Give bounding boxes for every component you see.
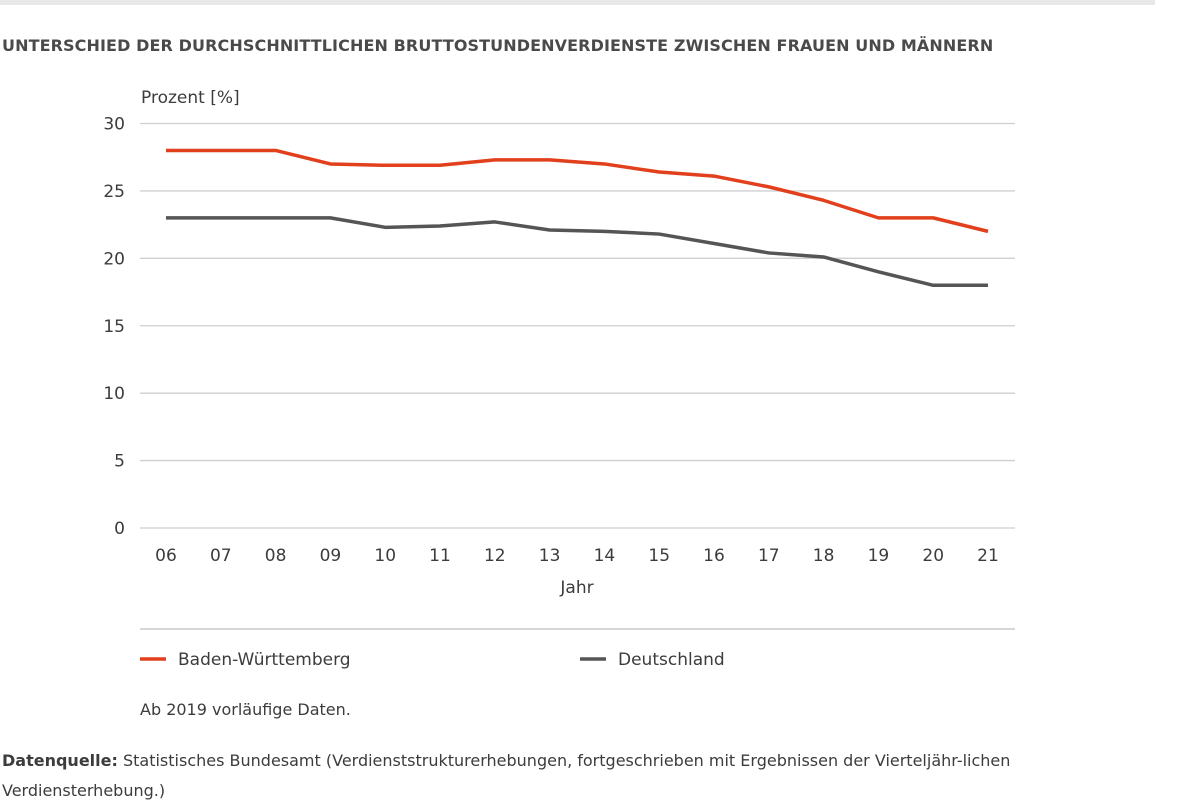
y-tick-label: 25 [103, 182, 125, 202]
series-line-deutschland [166, 218, 988, 285]
y-tick-label: 5 [114, 452, 125, 472]
x-tick-label: 09 [320, 546, 342, 566]
x-tick-label: 16 [703, 546, 725, 566]
x-tick-label: 06 [155, 546, 177, 566]
x-tick-label: 20 [922, 546, 944, 566]
x-tick-label: 18 [813, 546, 835, 566]
x-tick-label: 07 [210, 546, 232, 566]
x-tick-label: 19 [868, 546, 890, 566]
x-tick-label: 15 [648, 546, 670, 566]
x-tick-label: 10 [374, 546, 396, 566]
y-tick-label: 20 [103, 249, 125, 269]
legend-label: Deutschland [618, 650, 725, 670]
y-tick-label: 30 [103, 115, 125, 135]
x-tick-label: 08 [265, 546, 287, 566]
x-tick-label: 14 [594, 546, 616, 566]
source-note: Datenquelle: Statistisches Bundesamt (Ve… [2, 746, 1152, 806]
source-text: Statistisches Bundesamt (Verdienststrukt… [2, 751, 1010, 800]
x-tick-label: 13 [539, 546, 561, 566]
y-tick-label: 15 [103, 317, 125, 337]
x-axis-label: Jahr [559, 578, 593, 598]
x-tick-label: 12 [484, 546, 506, 566]
y-tick-label: 0 [114, 519, 125, 539]
footnote: Ab 2019 vorläufige Daten. [140, 700, 351, 719]
y-tick-label: 10 [103, 384, 125, 404]
source-label: Datenquelle: [2, 751, 118, 770]
x-tick-label: 21 [977, 546, 999, 566]
y-axis-label: Prozent [%] [141, 88, 240, 108]
x-tick-label: 17 [758, 546, 780, 566]
x-tick-label: 11 [429, 546, 451, 566]
legend-label: Baden-Württemberg [178, 650, 351, 670]
